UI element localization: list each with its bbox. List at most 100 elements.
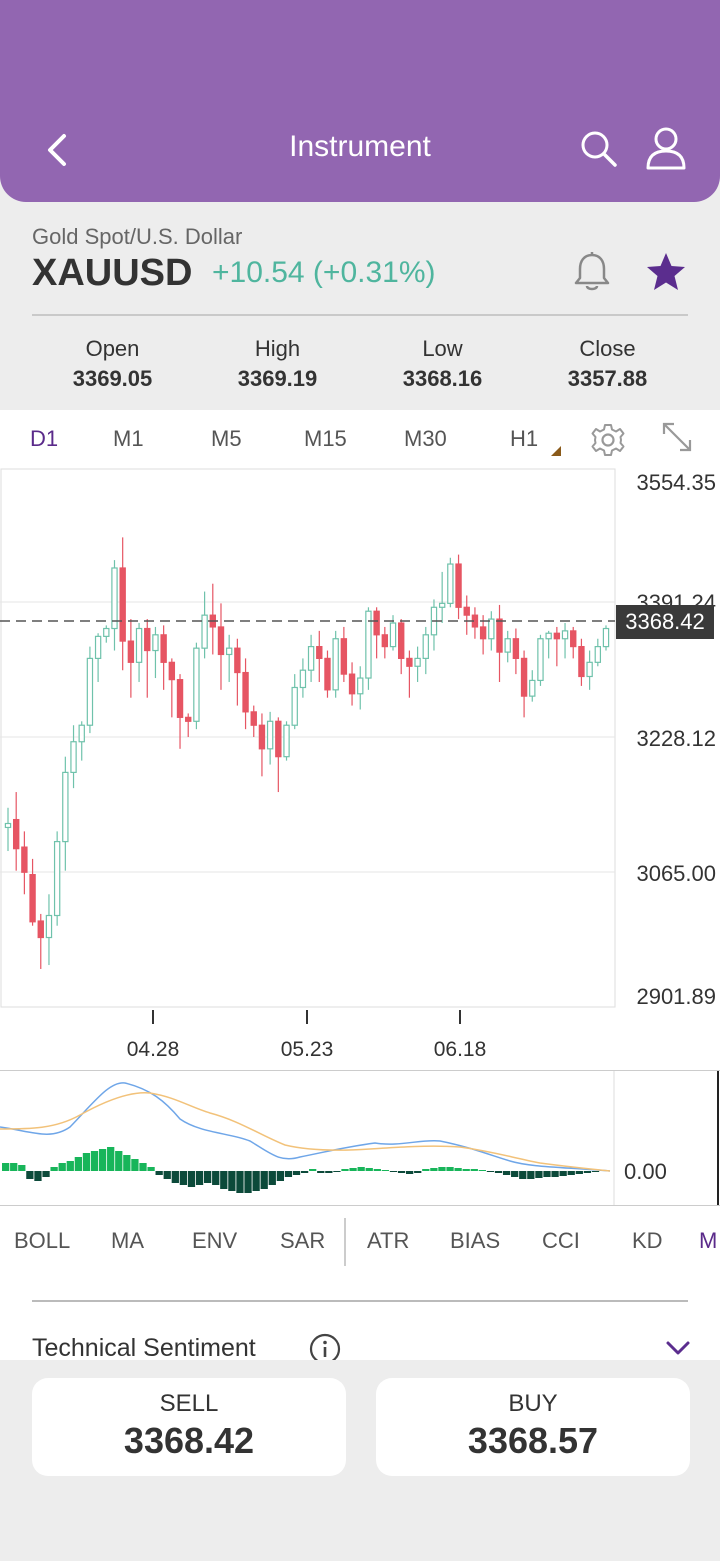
fullscreen-button[interactable] xyxy=(660,420,694,454)
macd-bar xyxy=(268,1171,276,1185)
macd-bar xyxy=(365,1168,373,1171)
instrument-name: Gold Spot/U.S. Dollar xyxy=(32,224,243,249)
macd-bar xyxy=(74,1157,82,1171)
macd-bar xyxy=(478,1170,486,1171)
macd-bar xyxy=(252,1171,260,1191)
macd-bar xyxy=(341,1169,349,1171)
sentiment-expand-button[interactable] xyxy=(664,1338,692,1358)
ohlc-high: High 3369.19 xyxy=(195,336,360,392)
candle-body xyxy=(201,614,208,649)
indicator-kd[interactable]: KD xyxy=(632,1228,663,1253)
technical-sentiment-row[interactable]: Technical Sentiment xyxy=(0,1276,720,1365)
candle-body xyxy=(504,638,511,653)
indicator-ma[interactable]: MA xyxy=(111,1228,144,1253)
tab-m15[interactable]: M15 xyxy=(304,426,347,451)
expand-icon xyxy=(662,422,692,452)
candle-body xyxy=(193,647,200,722)
candle-body xyxy=(53,840,61,917)
search-button[interactable] xyxy=(578,128,620,170)
price-chart[interactable]: 3554.35 3391.24 3228.12 3065.00 2901.89 … xyxy=(0,468,720,1070)
macd-zero-label: 0.00 xyxy=(624,1159,667,1184)
buy-button[interactable]: BUY 3368.57 xyxy=(376,1378,690,1476)
macd-bar xyxy=(502,1171,511,1175)
macd-bar xyxy=(123,1155,131,1171)
candle-body xyxy=(160,634,167,663)
sentiment-label: Technical Sentiment xyxy=(32,1334,256,1362)
indicator-atr[interactable]: ATR xyxy=(367,1228,410,1253)
back-button[interactable] xyxy=(34,126,82,174)
timeframe-bar: D1 M1 M5 M15 M30 H1 xyxy=(0,410,720,468)
indicator-env[interactable]: ENV xyxy=(192,1228,238,1253)
candle-body xyxy=(45,914,53,939)
candle-body xyxy=(357,677,364,695)
candlestick-chart xyxy=(0,468,616,1024)
macd-bar xyxy=(583,1171,592,1173)
account-button[interactable] xyxy=(642,124,690,172)
candle-body xyxy=(578,646,585,678)
tab-h1[interactable]: H1 xyxy=(510,426,539,451)
sell-price: 3368.42 xyxy=(123,1420,255,1461)
candle-body xyxy=(86,657,94,726)
candle-body xyxy=(488,618,495,640)
x-tick-label: 06.18 xyxy=(433,1038,487,1061)
candle-body xyxy=(373,610,380,636)
macd-histogram xyxy=(2,1147,608,1193)
macd-bar xyxy=(131,1159,139,1171)
macd-bar xyxy=(115,1151,123,1171)
candle-body xyxy=(553,632,561,640)
sell-button[interactable]: SELL 3368.42 xyxy=(32,1378,346,1476)
indicator-cci[interactable]: CCI xyxy=(542,1228,580,1253)
ohlc-row: Open 3369.05 High 3369.19 Low 3368.16 Cl… xyxy=(30,336,690,392)
candle-body xyxy=(537,638,544,682)
candle-body xyxy=(119,567,126,642)
candle-body xyxy=(217,626,225,656)
candle-body xyxy=(168,661,176,681)
candle-body xyxy=(447,563,454,604)
macd-line xyxy=(0,1082,611,1172)
candle-body xyxy=(586,661,593,678)
candle-body xyxy=(225,647,233,656)
candle-body xyxy=(398,622,405,659)
macd-bar xyxy=(325,1171,333,1173)
candle-body xyxy=(103,627,110,637)
macd-bar xyxy=(494,1171,503,1173)
x-tick-label: 04.28 xyxy=(126,1038,180,1061)
macd-bar xyxy=(535,1171,543,1178)
candle-body xyxy=(570,630,577,648)
macd-bar xyxy=(309,1169,317,1171)
macd-bar xyxy=(575,1171,583,1174)
candle-body xyxy=(307,646,315,671)
candle-body xyxy=(12,818,20,850)
macd-panel[interactable]: 0.00 xyxy=(0,1070,720,1206)
macd-bar xyxy=(42,1171,50,1177)
candle-body xyxy=(479,626,487,640)
candle-body xyxy=(62,771,69,843)
tab-m1[interactable]: M1 xyxy=(113,426,144,451)
candle-body xyxy=(37,920,44,939)
search-icon xyxy=(581,131,617,167)
sell-label: SELL xyxy=(159,1390,219,1417)
macd-bar xyxy=(66,1161,74,1171)
macd-bar xyxy=(220,1171,228,1189)
indicator-sar[interactable]: SAR xyxy=(280,1228,326,1253)
indicator-bias[interactable]: BIAS xyxy=(450,1228,501,1253)
macd-bar xyxy=(155,1171,163,1175)
macd-bar xyxy=(195,1171,204,1185)
candle-body xyxy=(144,627,151,652)
candle-body xyxy=(185,716,192,722)
page-title: Instrument xyxy=(289,130,431,163)
macd-bar xyxy=(357,1167,365,1171)
tab-d1[interactable]: D1 xyxy=(30,426,59,451)
price-alert-button[interactable] xyxy=(570,250,614,294)
favorite-button[interactable] xyxy=(644,250,688,294)
candle-body xyxy=(258,724,266,750)
indicator-boll[interactable]: BOLL xyxy=(14,1228,71,1253)
macd-bar xyxy=(381,1170,390,1171)
macd-bar xyxy=(260,1171,268,1189)
indicator-macd[interactable]: M xyxy=(699,1228,718,1253)
chart-settings-button[interactable] xyxy=(590,422,626,458)
tab-m30[interactable]: M30 xyxy=(404,426,447,451)
tab-m5[interactable]: M5 xyxy=(211,426,242,451)
candle-body xyxy=(29,874,36,923)
